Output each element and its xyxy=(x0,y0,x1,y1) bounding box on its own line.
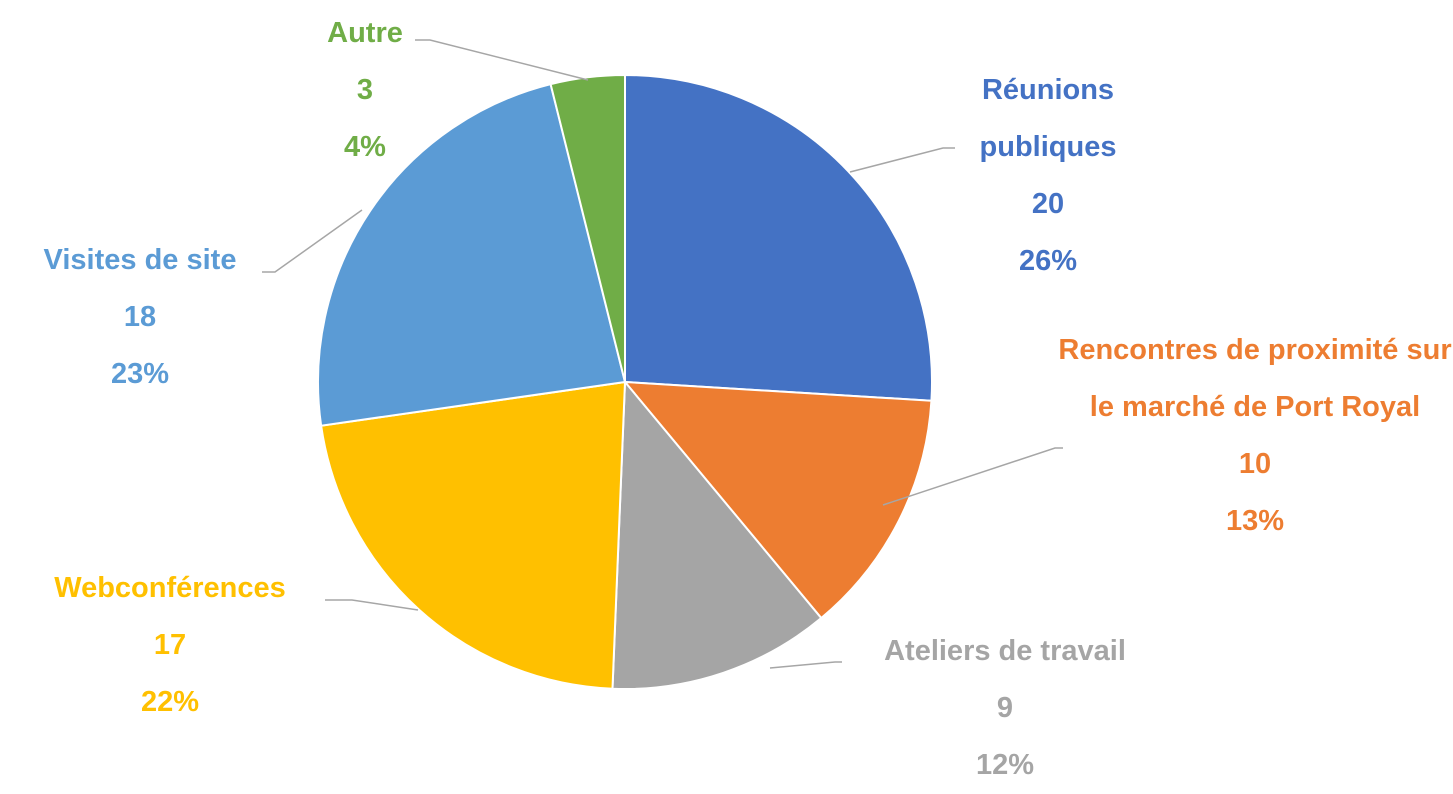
data-label: Réunions publiques 20 26% xyxy=(953,62,1143,290)
data-label: Webconférences 17 22% xyxy=(10,560,330,731)
percent-label: 4% xyxy=(344,131,386,163)
leader-line xyxy=(262,209,363,273)
leader-line xyxy=(849,147,955,173)
value-label: 18 xyxy=(123,301,157,333)
pie-slice xyxy=(549,73,626,383)
pie-slice xyxy=(319,380,627,690)
percent-label: 26% xyxy=(1018,245,1078,277)
leader-line xyxy=(882,447,1063,506)
category-label: Visites de site xyxy=(43,244,237,276)
value-label: 10 xyxy=(1238,448,1272,480)
percent-label: 13% xyxy=(1225,505,1285,537)
pie-slice xyxy=(317,82,627,427)
value-label: 20 xyxy=(1031,188,1065,220)
value-label: 9 xyxy=(996,692,1014,724)
leader-line xyxy=(415,39,589,81)
leader-line xyxy=(769,661,842,669)
category-label: Autre xyxy=(327,17,403,49)
data-label: Rencontres de proximité sur le marché de… xyxy=(1055,322,1453,550)
category-label: Webconférences xyxy=(54,572,286,604)
value-label: 3 xyxy=(356,74,374,106)
leader-line xyxy=(325,599,419,611)
category-label: Ateliers de travail xyxy=(884,635,1126,667)
percent-label: 23% xyxy=(110,358,170,390)
category-label: Réunions publiques xyxy=(979,74,1117,163)
pie-slice xyxy=(622,380,933,620)
value-label: 17 xyxy=(153,629,187,661)
data-label: Visites de site 18 23% xyxy=(10,232,270,403)
percent-label: 22% xyxy=(140,686,200,718)
data-label: Ateliers de travail 9 12% xyxy=(840,623,1170,794)
data-label: Autre 3 4% xyxy=(305,5,425,176)
pie-slice xyxy=(624,73,933,402)
page: (() => { const data = JSON.parse(documen… xyxy=(10,5,1453,781)
category-label: Rencontres de proximité sur le marché de… xyxy=(1058,334,1452,423)
chart xyxy=(262,39,1063,690)
percent-label: 12% xyxy=(975,749,1035,781)
pie-slice xyxy=(611,379,823,690)
